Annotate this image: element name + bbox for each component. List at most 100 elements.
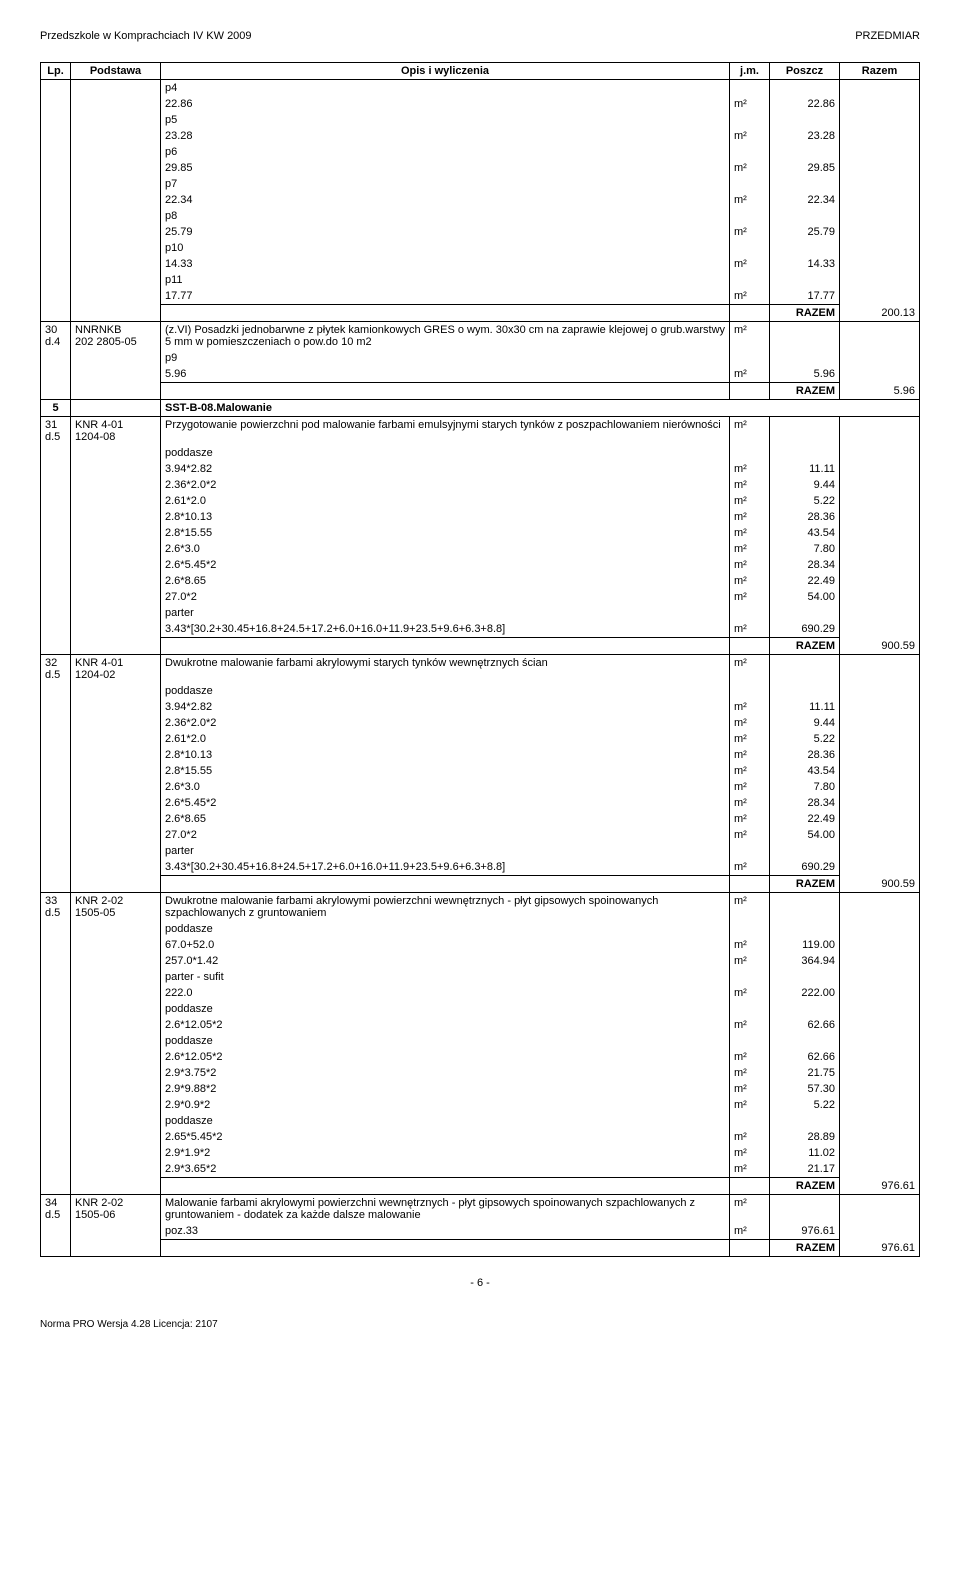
table-cell — [41, 1113, 71, 1129]
table-cell — [71, 160, 161, 176]
table-cell: 33d.5 — [41, 893, 71, 922]
table-row: p5 — [41, 112, 920, 128]
table-cell — [41, 969, 71, 985]
table-cell — [730, 445, 770, 461]
table-cell — [71, 128, 161, 144]
table-cell: 2.6*3.0 — [161, 779, 730, 795]
table-row: poddasze — [41, 445, 920, 461]
table-cell — [71, 605, 161, 621]
table-cell — [41, 192, 71, 208]
table-cell: m² — [730, 1081, 770, 1097]
table-row: 2.8*10.13m²28.36 — [41, 747, 920, 763]
table-cell — [770, 240, 840, 256]
table-cell: 3.43*[30.2+30.45+16.8+24.5+17.2+6.0+16.0… — [161, 621, 730, 638]
table-cell — [41, 763, 71, 779]
table-cell — [71, 477, 161, 493]
table-cell — [71, 192, 161, 208]
table-row: RAZEM5.96 — [41, 383, 920, 400]
table-row: p10 — [41, 240, 920, 256]
table-cell: 27.0*2 — [161, 589, 730, 605]
table-row: 2.6*12.05*2m²62.66 — [41, 1017, 920, 1033]
table-cell: 2.9*3.65*2 — [161, 1161, 730, 1178]
table-cell — [730, 921, 770, 937]
table-cell — [41, 366, 71, 383]
table-cell — [730, 80, 770, 97]
table-cell: m² — [730, 953, 770, 969]
table-cell: 2.61*2.0 — [161, 493, 730, 509]
table-row: poddasze — [41, 921, 920, 937]
table-cell — [840, 493, 920, 509]
table-cell: RAZEM — [770, 1240, 840, 1257]
table-cell — [41, 715, 71, 731]
table-cell: 119.00 — [770, 937, 840, 953]
table-cell — [41, 525, 71, 541]
table-cell: 3.43*[30.2+30.45+16.8+24.5+17.2+6.0+16.0… — [161, 859, 730, 876]
table-cell — [41, 683, 71, 699]
table-cell — [71, 80, 161, 97]
table-cell: 34d.5 — [41, 1195, 71, 1224]
table-row: 3.94*2.82m²11.11 — [41, 461, 920, 477]
table-cell — [840, 272, 920, 288]
table-cell: 25.79 — [770, 224, 840, 240]
table-cell: 2.8*10.13 — [161, 509, 730, 525]
table-cell — [770, 350, 840, 366]
table-cell: 43.54 — [770, 763, 840, 779]
table-cell: p5 — [161, 112, 730, 128]
table-cell — [41, 96, 71, 112]
page-number: - 6 - — [40, 1277, 920, 1289]
table-cell — [71, 144, 161, 160]
table-cell: m² — [730, 509, 770, 525]
table-cell — [840, 112, 920, 128]
table-cell: m² — [730, 985, 770, 1001]
table-cell: 28.36 — [770, 747, 840, 763]
table-row: 67.0+52.0m²119.00 — [41, 937, 920, 953]
table-row: 23.28m²23.28 — [41, 128, 920, 144]
table-cell — [41, 1017, 71, 1033]
table-cell: 28.34 — [770, 557, 840, 573]
table-cell — [71, 224, 161, 240]
table-cell — [41, 1145, 71, 1161]
table-row: p4 — [41, 80, 920, 97]
table-cell: 2.6*8.65 — [161, 811, 730, 827]
table-cell: Dwukrotne malowanie farbami akrylowymi p… — [161, 893, 730, 922]
table-cell — [730, 843, 770, 859]
table-cell: 11.11 — [770, 699, 840, 715]
table-cell: 27.0*2 — [161, 827, 730, 843]
table-cell — [840, 1097, 920, 1113]
table-row: parter — [41, 843, 920, 859]
table-cell: 11.11 — [770, 461, 840, 477]
table-row: RAZEM200.13 — [41, 305, 920, 322]
table-cell: m² — [730, 417, 770, 446]
table-cell: 28.89 — [770, 1129, 840, 1145]
table-cell: m² — [730, 1129, 770, 1145]
table-row: 2.9*0.9*2m²5.22 — [41, 1097, 920, 1113]
table-header-row: Lp. Podstawa Opis i wyliczenia j.m. Posz… — [41, 63, 920, 80]
table-cell: 14.33 — [770, 256, 840, 272]
table-row: 2.6*3.0m²7.80 — [41, 779, 920, 795]
table-cell: m² — [730, 557, 770, 573]
table-cell — [71, 1145, 161, 1161]
table-row: 17.77m²17.77 — [41, 288, 920, 305]
table-row: parter — [41, 605, 920, 621]
table-row: 5.96m²5.96 — [41, 366, 920, 383]
table-cell: poddasze — [161, 1001, 730, 1017]
przedmiar-table: Lp. Podstawa Opis i wyliczenia j.m. Posz… — [40, 62, 920, 1257]
table-cell — [71, 747, 161, 763]
col-poszcz: Poszcz — [770, 63, 840, 80]
table-cell — [730, 969, 770, 985]
table-cell — [41, 573, 71, 589]
table-cell: m² — [730, 747, 770, 763]
table-cell: 23.28 — [161, 128, 730, 144]
table-cell: 976.61 — [840, 1178, 920, 1195]
table-cell — [71, 208, 161, 224]
table-cell — [840, 893, 920, 922]
table-cell — [770, 445, 840, 461]
table-cell — [770, 1001, 840, 1017]
table-cell — [71, 1065, 161, 1081]
table-cell — [41, 638, 71, 655]
table-cell — [41, 876, 71, 893]
table-row: 2.61*2.0m²5.22 — [41, 493, 920, 509]
table-cell: m² — [730, 893, 770, 922]
table-cell — [840, 731, 920, 747]
table-cell: 222.00 — [770, 985, 840, 1001]
